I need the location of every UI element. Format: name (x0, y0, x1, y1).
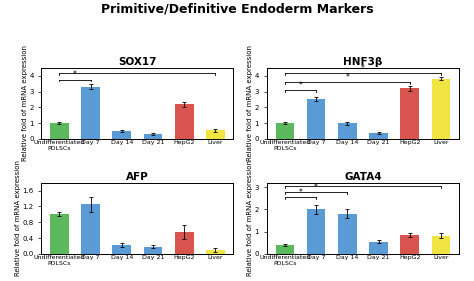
Bar (144, 247, 162, 254)
Bar (401, 235, 419, 254)
Text: *: * (314, 183, 318, 192)
Text: *: * (73, 70, 77, 79)
Title: HNF3β: HNF3β (343, 57, 383, 67)
Text: *: * (361, 64, 365, 73)
Bar (431, 79, 450, 139)
Bar (307, 99, 326, 139)
Bar (50, 123, 69, 139)
Bar (81, 205, 100, 254)
Bar (206, 130, 225, 139)
Text: *: * (361, 177, 365, 186)
Text: *: * (299, 81, 302, 90)
Title: AFP: AFP (126, 172, 149, 182)
Bar (338, 123, 356, 139)
Bar (369, 133, 388, 139)
Title: SOX17: SOX17 (118, 57, 156, 67)
Y-axis label: Relative fold of mRNA expression: Relative fold of mRNA expression (15, 160, 21, 276)
Text: *: * (299, 188, 302, 197)
Title: GATA4: GATA4 (344, 172, 382, 182)
Bar (369, 242, 388, 254)
Bar (431, 235, 450, 254)
Bar (275, 123, 294, 139)
Bar (112, 131, 131, 139)
Y-axis label: Relative fold of mRNA expression: Relative fold of mRNA expression (247, 160, 253, 276)
Bar (175, 232, 193, 254)
Text: *: * (346, 73, 349, 82)
Bar (401, 88, 419, 139)
Y-axis label: Relative fold of mRNA expression: Relative fold of mRNA expression (247, 45, 253, 161)
Bar (144, 134, 162, 139)
Bar (307, 209, 326, 254)
Bar (175, 104, 193, 139)
Bar (50, 214, 69, 254)
Bar (81, 87, 100, 139)
Bar (112, 245, 131, 254)
Bar (206, 250, 225, 254)
Y-axis label: Relative fold of mRNA expression: Relative fold of mRNA expression (22, 45, 28, 161)
Bar (275, 245, 294, 254)
Text: Primitive/Definitive Endoderm Markers: Primitive/Definitive Endoderm Markers (100, 3, 374, 16)
Bar (338, 214, 356, 254)
